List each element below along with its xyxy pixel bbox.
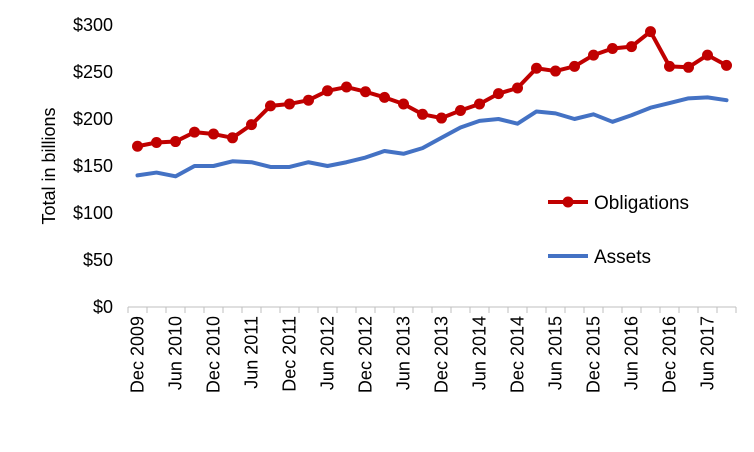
data-point-obligations xyxy=(227,132,238,144)
legend-marker-obligations xyxy=(562,196,574,208)
legend-label-assets: Assets xyxy=(594,247,651,268)
data-point-obligations xyxy=(208,128,219,140)
legend-label-obligations: Obligations xyxy=(594,193,689,214)
data-point-obligations xyxy=(569,60,580,72)
x-tick-label: Dec 2010 xyxy=(204,316,224,393)
legend: Obligations Assets xyxy=(548,193,689,268)
data-point-obligations xyxy=(645,26,656,38)
x-tick-label: Jun 2015 xyxy=(546,316,566,390)
x-axis xyxy=(127,306,737,313)
data-point-obligations xyxy=(512,82,523,94)
x-tick-label: Dec 2014 xyxy=(508,316,528,393)
data-point-obligations xyxy=(246,119,257,131)
data-point-obligations xyxy=(417,108,428,120)
data-point-obligations xyxy=(702,49,713,61)
data-point-obligations xyxy=(607,43,618,54)
series-line-assets xyxy=(135,95,729,179)
series-assets xyxy=(135,95,729,179)
data-point-obligations xyxy=(132,140,143,152)
data-point-obligations xyxy=(360,86,371,98)
y-tick-label: $300 xyxy=(73,15,113,35)
data-point-obligations xyxy=(493,88,504,100)
y-tick-label: $150 xyxy=(73,156,113,176)
data-point-obligations xyxy=(322,85,333,97)
legend-item-assets: Assets xyxy=(548,247,651,268)
x-tick-label: Jun 2014 xyxy=(470,316,490,390)
x-tick-label: Jun 2011 xyxy=(242,316,262,389)
x-tick-label: Dec 2015 xyxy=(584,316,604,393)
x-tick-label: Jun 2012 xyxy=(318,316,338,390)
series-obligations xyxy=(132,26,732,152)
data-point-obligations xyxy=(664,60,675,72)
y-tick-label: $50 xyxy=(83,250,113,270)
data-point-obligations xyxy=(455,105,466,117)
series-layer xyxy=(132,26,732,179)
data-point-obligations xyxy=(170,136,181,148)
data-point-obligations xyxy=(379,91,390,103)
data-point-obligations xyxy=(436,112,447,124)
x-tick-label: Jun 2010 xyxy=(166,316,186,390)
data-point-obligations xyxy=(303,94,314,106)
x-tick-label: Jun 2013 xyxy=(394,316,414,390)
data-point-obligations xyxy=(626,41,637,53)
y-axis-title: Total in billions xyxy=(39,107,59,224)
y-tick-label: $250 xyxy=(73,62,113,82)
x-tick-label: Jun 2017 xyxy=(698,316,718,390)
data-point-obligations xyxy=(189,126,200,138)
legend-item-obligations: Obligations xyxy=(548,193,689,214)
data-point-obligations xyxy=(474,98,485,110)
x-tick-label: Dec 2009 xyxy=(128,316,148,393)
data-point-obligations xyxy=(531,62,542,74)
data-point-obligations xyxy=(683,61,694,73)
data-point-obligations xyxy=(265,100,276,112)
x-tick-label: Dec 2013 xyxy=(432,316,452,393)
y-axis-tick-labels: $0 $50 $100 $150 $200 $250 $300 xyxy=(73,15,113,317)
y-tick-label: $0 xyxy=(93,297,113,317)
data-point-obligations xyxy=(588,49,599,61)
x-tick-label: Jun 2016 xyxy=(622,316,642,390)
data-point-obligations xyxy=(550,65,561,77)
series-line-obligations xyxy=(135,29,729,149)
x-tick-label: Dec 2011 xyxy=(280,316,300,392)
x-axis-tick-labels: Dec 2009 Jun 2010 Dec 2010 Jun 2011 Dec 2011… xyxy=(128,316,718,393)
x-tick-label: Dec 2016 xyxy=(660,316,680,393)
y-tick-label: $100 xyxy=(73,203,113,223)
data-point-obligations xyxy=(151,137,162,148)
data-point-obligations xyxy=(398,98,409,110)
data-point-obligations xyxy=(721,59,732,71)
y-tick-label: $200 xyxy=(73,109,113,129)
x-tick-label: Dec 2012 xyxy=(356,316,376,393)
data-point-obligations xyxy=(284,98,295,110)
data-point-obligations xyxy=(341,81,352,93)
